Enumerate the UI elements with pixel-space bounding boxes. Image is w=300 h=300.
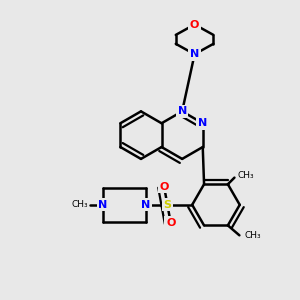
Text: N: N xyxy=(190,49,199,59)
Text: O: O xyxy=(166,218,175,228)
Text: CH₃: CH₃ xyxy=(71,200,88,209)
Text: O: O xyxy=(190,20,199,29)
Text: N: N xyxy=(141,200,151,210)
Text: O: O xyxy=(159,182,169,192)
Text: CH₃: CH₃ xyxy=(238,172,254,181)
Text: N: N xyxy=(178,106,187,116)
Text: N: N xyxy=(98,200,108,210)
Text: N: N xyxy=(198,118,207,128)
Text: S: S xyxy=(164,200,171,210)
Text: CH₃: CH₃ xyxy=(244,231,261,240)
